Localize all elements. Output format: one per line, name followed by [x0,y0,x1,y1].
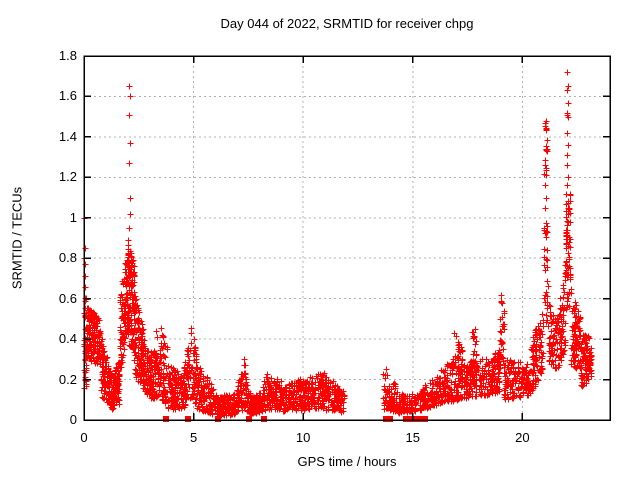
y-tick-label: 1.2 [58,169,77,185]
y-tick-label: 0.6 [58,290,77,306]
x-axis-label: GPS time / hours [297,454,397,469]
x-tick-label: 10 [295,430,311,445]
x-tick-label: 15 [405,430,420,445]
grid-lines [84,56,610,420]
y-tick-label: 1 [69,209,77,225]
x-tick-label: 20 [515,430,530,445]
plot-border [83,55,611,421]
y-tick-label: 0 [69,412,77,427]
baseline-squares [163,416,428,422]
y-tick-label: 1.6 [58,88,77,104]
y-tick-label: 0.4 [58,331,77,347]
data-points [81,69,595,420]
chart-title: Day 044 of 2022, SRMTID for receiver chp… [220,16,474,31]
axis-ticks [83,55,610,421]
y-tick-label: 1.8 [58,48,77,63]
y-tick-label: 0.8 [58,250,77,266]
y-tick-label: 1.4 [58,128,77,144]
x-tick-label: 5 [189,430,198,445]
x-tick-label: 0 [80,430,88,445]
y-tick-label: 0.2 [58,371,77,387]
